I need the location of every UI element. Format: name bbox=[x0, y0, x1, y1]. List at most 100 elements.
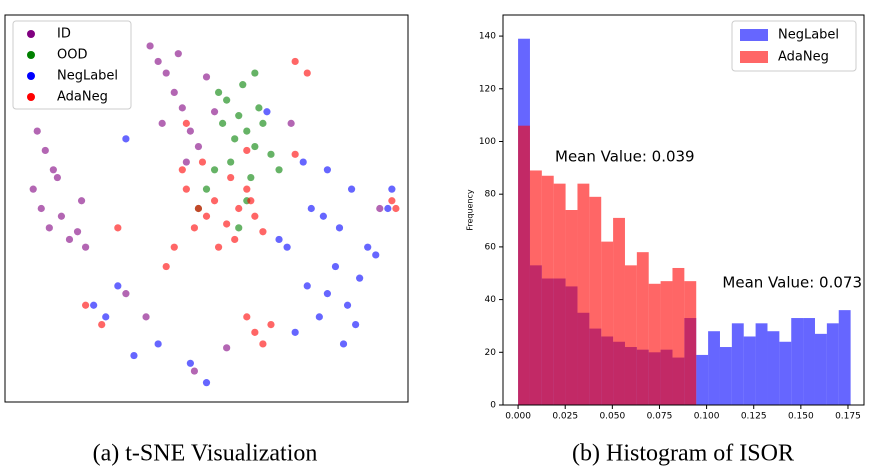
point bbox=[82, 243, 90, 251]
point bbox=[388, 185, 396, 193]
point bbox=[255, 104, 263, 112]
x-tick-label: 0.000 bbox=[505, 412, 531, 422]
point bbox=[154, 57, 162, 66]
point bbox=[210, 197, 219, 205]
point bbox=[90, 301, 98, 309]
bar bbox=[743, 336, 756, 405]
caption: (a) t-SNE Visualization bbox=[93, 441, 318, 467]
point bbox=[231, 135, 239, 143]
bar bbox=[660, 281, 673, 405]
bar bbox=[624, 265, 637, 405]
point bbox=[98, 321, 106, 329]
point bbox=[190, 224, 199, 232]
point bbox=[315, 313, 323, 321]
legend-label: NegLabel bbox=[57, 69, 118, 84]
point bbox=[291, 150, 299, 158]
point bbox=[102, 313, 110, 321]
point bbox=[227, 158, 235, 166]
point bbox=[392, 204, 400, 213]
point bbox=[388, 197, 396, 205]
point bbox=[275, 166, 283, 174]
point bbox=[170, 88, 178, 96]
point bbox=[77, 197, 86, 205]
point bbox=[243, 127, 251, 135]
point bbox=[146, 42, 154, 50]
point bbox=[162, 69, 170, 77]
point bbox=[194, 142, 203, 151]
legend-patch bbox=[740, 51, 768, 63]
x-tick-label: 0.125 bbox=[741, 412, 767, 422]
point bbox=[223, 344, 231, 352]
point bbox=[214, 243, 223, 251]
point bbox=[235, 112, 243, 120]
bar bbox=[636, 252, 649, 405]
bar bbox=[518, 125, 530, 406]
bar bbox=[779, 341, 792, 405]
point bbox=[194, 204, 203, 213]
point bbox=[57, 212, 66, 220]
legend-marker bbox=[27, 72, 35, 80]
point bbox=[243, 313, 251, 321]
point bbox=[291, 57, 299, 66]
legend-box bbox=[12, 20, 132, 110]
point bbox=[251, 69, 259, 77]
point bbox=[53, 173, 61, 182]
bar bbox=[648, 283, 661, 405]
legend-marker bbox=[27, 51, 35, 59]
point bbox=[364, 243, 372, 251]
point bbox=[182, 185, 190, 193]
x-tick-label: 0.050 bbox=[599, 412, 625, 422]
point bbox=[223, 220, 231, 228]
y-tick-label: 0 bbox=[490, 401, 496, 411]
legend-label: OOD bbox=[57, 48, 87, 63]
point bbox=[247, 173, 255, 182]
point bbox=[114, 224, 122, 232]
point bbox=[210, 108, 219, 116]
point bbox=[170, 243, 178, 251]
point bbox=[267, 150, 275, 158]
bar bbox=[529, 170, 542, 405]
point bbox=[130, 351, 138, 360]
point bbox=[182, 119, 190, 127]
point bbox=[122, 135, 130, 143]
caption: (b) Histogram of ISOR bbox=[572, 441, 794, 467]
y-tick-label: 100 bbox=[479, 137, 496, 147]
point bbox=[259, 228, 267, 236]
point bbox=[186, 127, 194, 135]
point bbox=[65, 235, 74, 244]
y-tick-label: 60 bbox=[485, 242, 497, 252]
point bbox=[198, 158, 207, 166]
point bbox=[335, 224, 344, 232]
point bbox=[243, 146, 251, 155]
x-tick-label: 0.075 bbox=[647, 412, 673, 422]
point bbox=[251, 142, 259, 151]
point bbox=[303, 69, 311, 77]
bar bbox=[826, 323, 839, 405]
point bbox=[275, 235, 283, 244]
bar bbox=[755, 323, 768, 405]
point bbox=[154, 340, 162, 348]
bar bbox=[719, 347, 732, 405]
bar bbox=[791, 318, 804, 405]
point bbox=[291, 328, 299, 336]
point bbox=[299, 158, 307, 166]
point bbox=[114, 282, 122, 290]
point bbox=[202, 379, 211, 387]
point bbox=[247, 197, 255, 205]
x-tick-label: 0.100 bbox=[694, 412, 720, 422]
point bbox=[45, 224, 53, 232]
point bbox=[182, 158, 190, 166]
point bbox=[347, 185, 356, 193]
point bbox=[331, 262, 340, 271]
legend-label: ID bbox=[57, 27, 71, 42]
bar bbox=[672, 267, 685, 405]
point bbox=[202, 212, 211, 220]
legend-marker bbox=[27, 93, 35, 101]
bar bbox=[838, 310, 851, 405]
legend-patch bbox=[740, 29, 768, 41]
point bbox=[73, 228, 82, 236]
point bbox=[231, 235, 239, 244]
point bbox=[122, 290, 130, 298]
